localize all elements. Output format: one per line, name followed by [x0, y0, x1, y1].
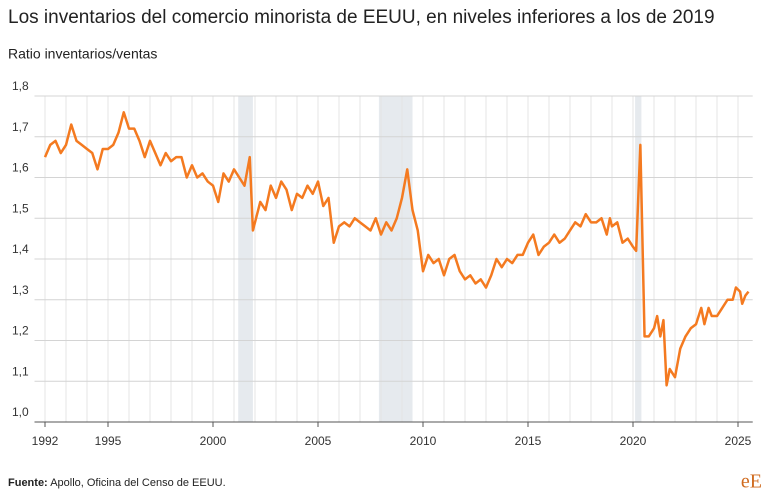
x-tick-label: 2005 [305, 434, 332, 448]
chart-title: Los inventarios del comercio minorista d… [8, 7, 715, 28]
y-tick-label: 1,2 [12, 324, 29, 338]
x-tick-label: 2000 [200, 434, 227, 448]
source-label: Fuente: [8, 477, 48, 489]
x-tick-label: 2015 [515, 434, 542, 448]
y-tick-label: 1,3 [12, 283, 29, 297]
y-tick-label: 1,1 [12, 364, 29, 378]
source-text: Apollo, Oficina del Censo de EEUU. [50, 477, 225, 489]
x-tick-label: 2010 [410, 434, 437, 448]
x-tick-label: 1995 [95, 434, 122, 448]
y-tick-label: 1,7 [12, 120, 29, 134]
chart-subtitle: Ratio inventarios/ventas [8, 46, 157, 62]
y-tick-label: 1,8 [12, 79, 29, 93]
data-line [43, 111, 750, 387]
y-tick-label: 1,5 [12, 201, 29, 215]
y-tick-label: 1,4 [12, 242, 29, 256]
x-tick-label: 2025 [725, 434, 752, 448]
y-tick-label: 1,6 [12, 161, 29, 175]
source: Fuente: Apollo, Oficina del Censo de EEU… [8, 477, 226, 489]
x-tick-label: 1992 [32, 434, 59, 448]
y-tick-label: 1,0 [12, 405, 29, 419]
logo: eE [741, 471, 762, 493]
x-tick-label: 2020 [620, 434, 647, 448]
